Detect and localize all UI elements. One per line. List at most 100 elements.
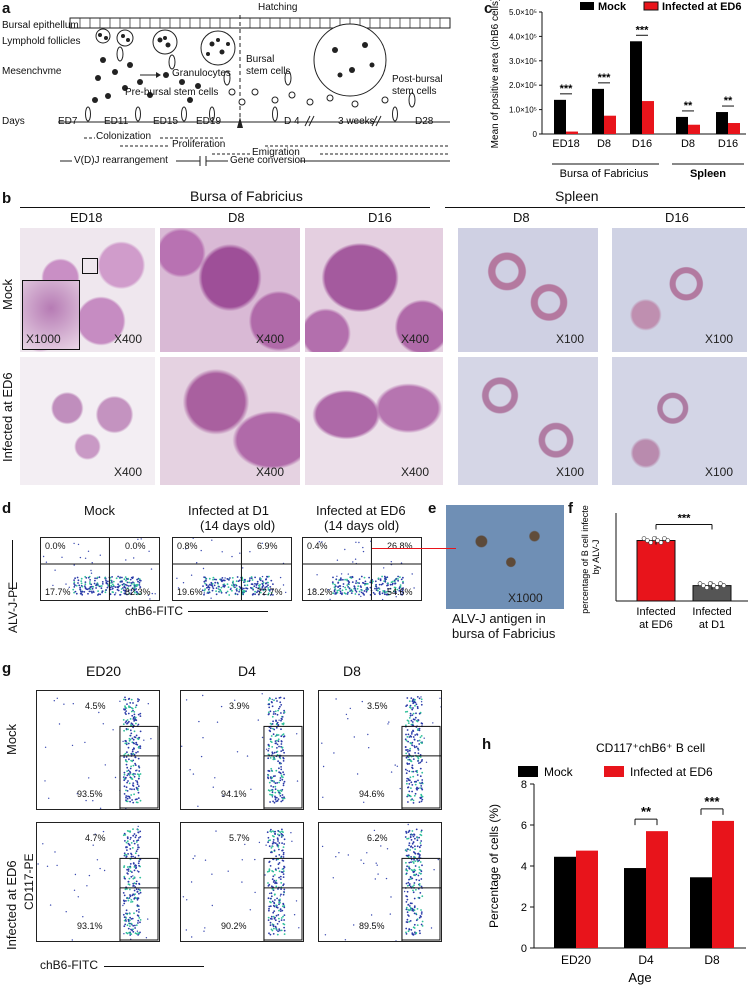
col-label-ed18: ED18 (70, 210, 103, 225)
quadrant-percentage: 6.2% (367, 833, 388, 843)
micrograph-spleen-d8-mock: X100 (458, 228, 598, 352)
x-tick-label-2: at D1 (699, 619, 725, 631)
panel-label-f: f (568, 500, 573, 517)
col-label-d8-bursa: D8 (228, 210, 245, 225)
x-tick-label: D4 (638, 953, 654, 967)
y-tick-label: 4.0×10⁵ (509, 32, 537, 41)
flow-cytometry-plot: 0.8% 6.9% 19.6% 72.7% (172, 537, 292, 601)
flow-d-title-2: Infected at D1 (188, 503, 269, 518)
bar-infected (646, 831, 668, 948)
day-tick-3weeks: 3 weeks (338, 116, 375, 127)
sig-stars: *** (678, 513, 692, 525)
bar-infected (642, 101, 654, 134)
micrograph-bursa-d8-mock: X400 (160, 228, 300, 352)
legend-label-infected: Infected at ED6 (662, 1, 741, 13)
flow-cytometry-plot: 4.7% 93.1% (36, 822, 160, 942)
data-point (714, 585, 720, 590)
quadrant-percentage: 93.1% (77, 921, 103, 931)
data-point (658, 540, 664, 545)
y-tick-label: 8 (521, 779, 527, 791)
gate-box (401, 857, 441, 941)
gate-box (119, 857, 159, 941)
data-point (701, 583, 706, 588)
panel-label-h: h (482, 736, 492, 753)
y-tick-label: 4 (521, 861, 527, 873)
flow-g-xarrow (104, 966, 204, 967)
legend-label-mock: Mock (544, 765, 574, 779)
gate-box (263, 857, 303, 941)
bar-mock (716, 112, 728, 134)
mag-label: X100 (705, 465, 734, 479)
flow-scatter (321, 823, 441, 941)
mag-label: X100 (705, 332, 734, 346)
vdj-label: V(D)J rearrangement (74, 155, 168, 166)
quadrant-percentage: 82.3% (125, 587, 151, 597)
ihc-caption-2: bursa of Fabricius (452, 626, 556, 641)
inset-box (82, 258, 98, 274)
flow-scatter (182, 828, 303, 941)
quadrant-percentage: 93.5% (77, 789, 103, 799)
panel-label-c: c (484, 0, 493, 17)
flow-g-row-mock: Mock (4, 723, 19, 755)
flow-g-col-d4: D4 (238, 663, 256, 679)
quadrant-percentage: 0.8% (177, 541, 198, 551)
y-tick-label: 1.0×10⁵ (509, 106, 537, 115)
micrograph-spleen-d8-infected: X100 (458, 357, 598, 485)
bar-mock (554, 856, 576, 948)
red-link-arrow (372, 548, 456, 549)
bar-mock (676, 116, 688, 134)
quadrant-percentage: 4.7% (85, 833, 106, 843)
quadrant-percentage: 90.2% (221, 921, 247, 931)
group-label-spleen: Spleen (690, 168, 726, 180)
hatching-label: Hatching (258, 2, 298, 13)
bursal-stem-label-1: Bursal (246, 54, 275, 65)
flow-scatter (44, 696, 159, 809)
data-point (721, 583, 727, 588)
post-bursal-label-1: Post-bursal (392, 74, 443, 85)
quadrant-percentage: 0.0% (125, 541, 146, 551)
quadrant-percentage: 5.7% (229, 833, 250, 843)
data-point (665, 538, 671, 543)
bar-infected (604, 115, 616, 134)
row-label-mock: Mock (0, 278, 15, 310)
data-point (662, 536, 667, 541)
day-tick-ed15: ED15 (153, 116, 179, 127)
y-tick-label: 3.0×10⁵ (509, 57, 537, 66)
col-label-d16-bursa: D16 (368, 210, 392, 225)
bar-mock (592, 88, 604, 134)
quadrant-percentage: 19.6% (177, 587, 203, 597)
mag-label: X400 (256, 332, 285, 346)
sig-stars: ** (724, 95, 733, 107)
flow-d-subtitle-2: (14 days old) (200, 518, 276, 533)
flow-scatter (181, 693, 303, 809)
micrograph-spleen-d16-infected: X100 (612, 357, 747, 485)
gate-box (401, 725, 441, 809)
flow-cytometry-plot: 0.4% 26.8% 18.2% 54.6% (302, 537, 422, 601)
micrograph-bursa-d8-infected: X400 (160, 357, 300, 485)
data-point (655, 538, 660, 543)
row-label-infected: Infected at ED6 (0, 372, 15, 462)
ihc-mag-label: X1000 (508, 591, 543, 605)
bar-infected (688, 124, 700, 134)
proliferation-label: Proliferation (172, 139, 226, 150)
data-point (707, 581, 713, 586)
flow-d-subtitle-3: (14 days old) (324, 518, 400, 533)
bursal-stem-label-2: stem cells (246, 66, 291, 77)
flow-cytometry-plot: 4.5% 93.5% (36, 690, 160, 810)
x-tick-label-1: Infected (692, 606, 731, 618)
day-tick-d28: D28 (415, 116, 434, 127)
y-axis-label: Percentage of cells (%) (487, 804, 501, 928)
panel-label-e: e (428, 500, 437, 517)
y-axis-label-1: percentage of B cell infected (580, 505, 590, 614)
chart-title: CD117⁺chB6⁺ B cell (596, 741, 705, 755)
flow-cytometry-plot: 3.5% 94.6% (318, 690, 442, 810)
bar-infected-ed6 (636, 540, 676, 602)
gene-conversion-label: Gene conversion (230, 155, 306, 166)
spleen-divider (445, 207, 745, 208)
chart-h-cd117-percentage: CD117⁺chB6⁺ B cell Mock Infected at ED6 0 2 4… (487, 741, 746, 985)
day-tick-d4: D 4 (284, 116, 300, 127)
flow-d-title-3: Infected at ED6 (316, 503, 406, 518)
bar-infected (728, 123, 740, 134)
y-tick-label: 2 (521, 902, 527, 914)
y-axis-label-2: by ALV-J (591, 540, 601, 575)
